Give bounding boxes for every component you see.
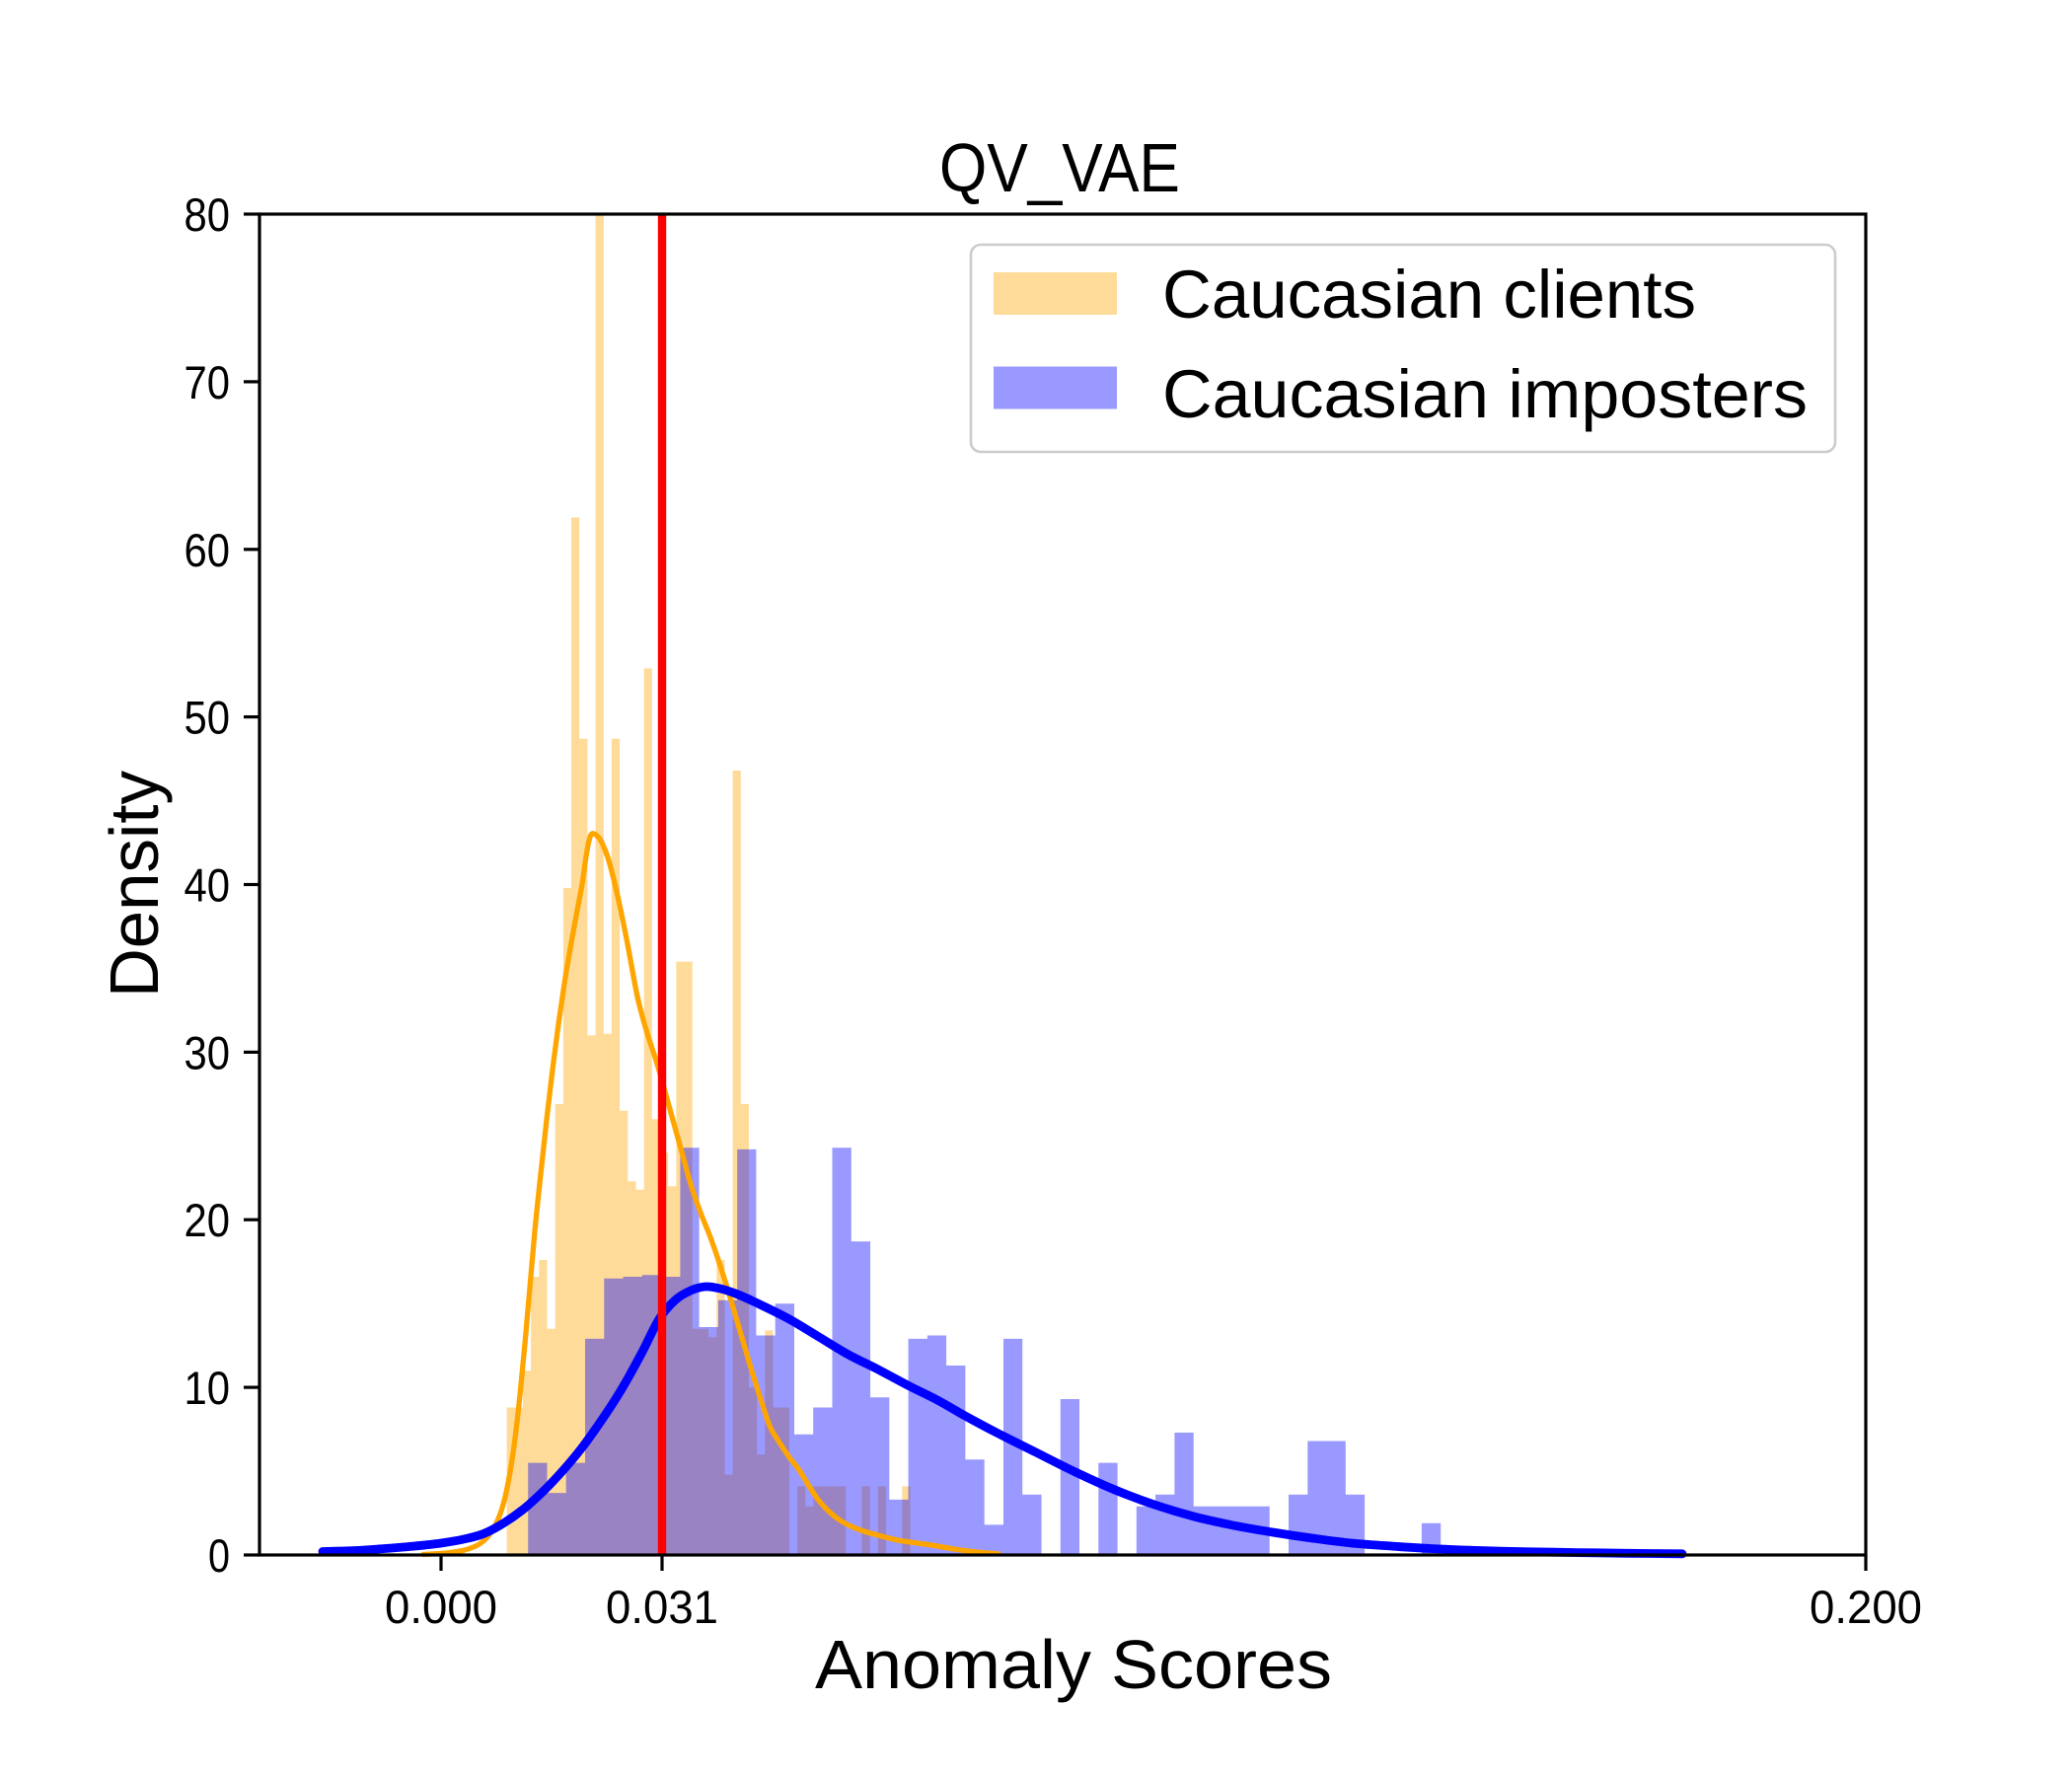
svg-text:0.031: 0.031: [606, 1581, 718, 1633]
svg-text:0.000: 0.000: [385, 1581, 497, 1633]
svg-text:20: 20: [185, 1194, 231, 1246]
svg-text:30: 30: [185, 1026, 231, 1078]
svg-text:10: 10: [185, 1362, 231, 1414]
svg-text:Caucasian clients: Caucasian clients: [1162, 257, 1696, 333]
svg-text:80: 80: [185, 188, 231, 241]
svg-text:Caucasian imposters: Caucasian imposters: [1162, 356, 1808, 432]
svg-text:50: 50: [185, 692, 231, 744]
svg-text:0: 0: [208, 1529, 230, 1582]
svg-text:60: 60: [185, 524, 231, 576]
svg-text:Anomaly Scores: Anomaly Scores: [815, 1626, 1332, 1703]
svg-text:40: 40: [185, 859, 231, 912]
svg-text:QV_VAE: QV_VAE: [939, 129, 1180, 206]
svg-text:70: 70: [185, 356, 231, 408]
svg-text:0.200: 0.200: [1810, 1581, 1922, 1633]
svg-text:Density: Density: [96, 771, 173, 998]
